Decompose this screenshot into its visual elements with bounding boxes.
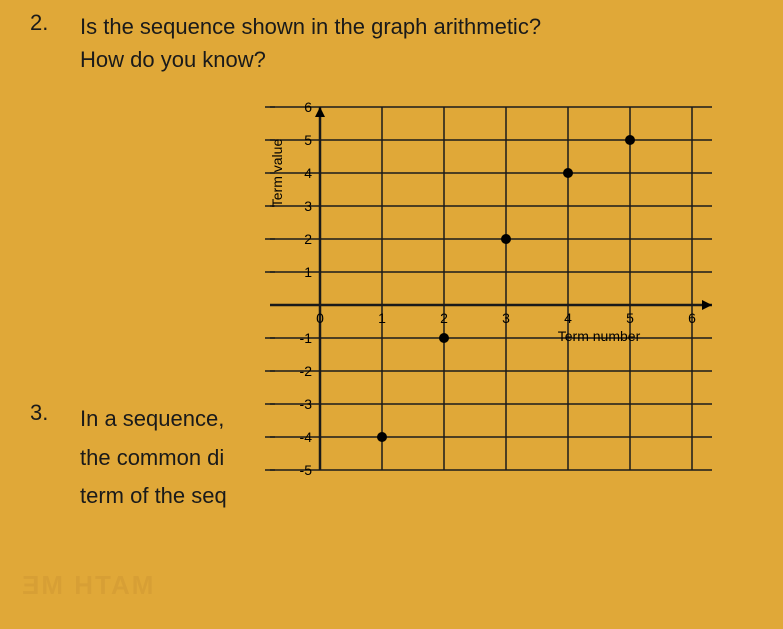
question-2: 2. Is the sequence shown in the graph ar… <box>30 10 541 76</box>
data-point <box>377 432 387 442</box>
y-tick-label: 5 <box>304 132 312 148</box>
sequence-chart: 0 1 2 3 4 5 6 6 5 4 3 2 1 -1 -2 -3 -4 -5 Term number Term v… <box>200 90 720 490</box>
data-point <box>625 135 635 145</box>
y-tick-label: -2 <box>300 363 313 379</box>
y-tick-label: 3 <box>304 198 312 214</box>
question-2-line2: How do you know? <box>80 43 541 76</box>
y-axis-label: Term value <box>269 139 285 208</box>
x-tick-label: 4 <box>564 310 572 326</box>
x-axis-label: Term number <box>558 328 641 344</box>
question-2-line1: Is the sequence shown in the graph arith… <box>80 10 541 43</box>
ghost-text: MATH ME <box>20 570 153 601</box>
y-tick-label: 1 <box>304 264 312 280</box>
y-tick-label: 4 <box>304 165 312 181</box>
y-tick-label: -4 <box>300 429 313 445</box>
question-3-number: 3. <box>30 400 60 426</box>
x-tick-label: 5 <box>626 310 634 326</box>
data-point <box>563 168 573 178</box>
x-tick-label: 2 <box>440 310 448 326</box>
question-2-number: 2. <box>30 10 60 36</box>
data-point <box>501 234 511 244</box>
y-tick-label: -1 <box>300 330 313 346</box>
x-tick-label: 3 <box>502 310 510 326</box>
question-2-text: Is the sequence shown in the graph arith… <box>80 10 541 76</box>
y-tick-label: -3 <box>300 396 313 412</box>
x-tick-label: 0 <box>316 310 324 326</box>
question-3: 3. In a sequence, the common di term of … <box>30 400 227 516</box>
chart-svg: 0 1 2 3 4 5 6 6 5 4 3 2 1 -1 -2 -3 -4 -5 Term number Term v… <box>200 90 720 490</box>
x-tick-label: 6 <box>688 310 696 326</box>
y-tick-label: 2 <box>304 231 312 247</box>
y-tick-label: 6 <box>304 99 312 115</box>
y-tick-label: -5 <box>300 462 313 478</box>
data-point <box>439 333 449 343</box>
x-tick-label: 1 <box>378 310 386 326</box>
